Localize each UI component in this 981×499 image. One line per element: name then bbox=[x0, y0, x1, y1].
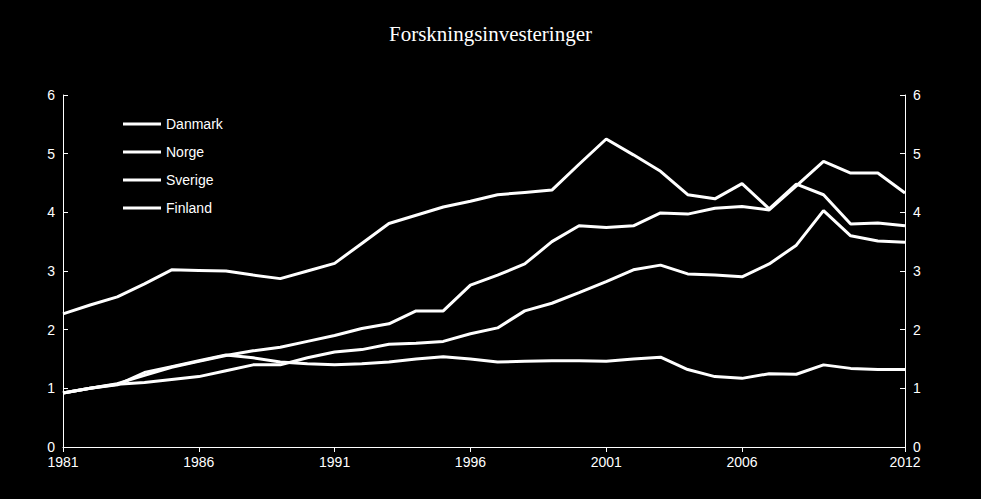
svg-text:3: 3 bbox=[47, 263, 55, 279]
svg-text:4: 4 bbox=[47, 204, 55, 220]
svg-text:2: 2 bbox=[47, 322, 55, 338]
svg-text:2006: 2006 bbox=[726, 454, 757, 470]
svg-text:1986: 1986 bbox=[183, 454, 214, 470]
svg-text:Finland: Finland bbox=[166, 200, 212, 216]
svg-text:2001: 2001 bbox=[591, 454, 622, 470]
svg-text:0: 0 bbox=[47, 439, 55, 455]
svg-text:5: 5 bbox=[913, 146, 921, 162]
svg-text:2: 2 bbox=[913, 322, 921, 338]
svg-text:1991: 1991 bbox=[319, 454, 350, 470]
svg-text:Sverige: Sverige bbox=[166, 172, 214, 188]
svg-text:Forskningsinvesteringer: Forskningsinvesteringer bbox=[389, 22, 592, 46]
svg-text:Danmark: Danmark bbox=[166, 116, 224, 132]
svg-text:1: 1 bbox=[47, 380, 55, 396]
svg-text:6: 6 bbox=[913, 87, 921, 103]
svg-text:4: 4 bbox=[913, 204, 921, 220]
svg-text:5: 5 bbox=[47, 146, 55, 162]
svg-text:1981: 1981 bbox=[47, 454, 78, 470]
svg-text:6: 6 bbox=[47, 87, 55, 103]
svg-text:3: 3 bbox=[913, 263, 921, 279]
svg-text:Norge: Norge bbox=[166, 144, 204, 160]
svg-text:0: 0 bbox=[913, 439, 921, 455]
svg-text:1996: 1996 bbox=[455, 454, 486, 470]
svg-text:1: 1 bbox=[913, 380, 921, 396]
svg-text:2012: 2012 bbox=[889, 454, 920, 470]
